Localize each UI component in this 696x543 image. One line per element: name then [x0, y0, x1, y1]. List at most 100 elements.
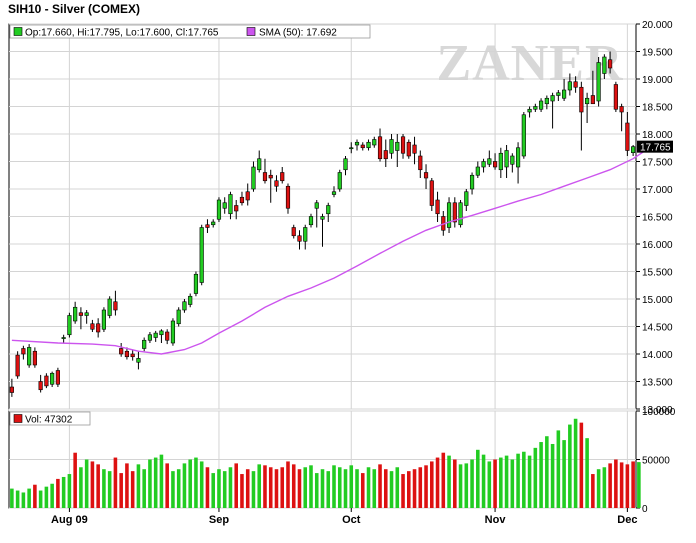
candle-body: [245, 191, 250, 201]
volume-bar-down: [234, 463, 238, 508]
price-gridlines: [9, 23, 636, 410]
candle-body: [406, 141, 411, 157]
candle-up: [602, 54, 607, 79]
candle-down: [423, 164, 429, 189]
volume-bar-up: [314, 473, 319, 508]
candle-up: [510, 153, 515, 173]
candle-body: [475, 166, 480, 176]
candle-down: [268, 169, 273, 203]
candle-body: [400, 136, 406, 154]
candle-body: [113, 301, 118, 311]
volume-panel: 100000 50000 0 Vol: 47302: [8, 407, 676, 515]
candle-body: [395, 141, 400, 151]
candle-body: [303, 227, 308, 242]
volume-bar-up: [499, 457, 503, 508]
volume-bar-up: [458, 464, 463, 508]
candle-down: [383, 139, 388, 167]
candle-body: [469, 174, 475, 190]
volume-bar-down: [608, 463, 612, 508]
candle-body: [550, 95, 555, 102]
volume-bar-down: [205, 467, 210, 508]
candle-up: [222, 197, 227, 214]
candle-up: [349, 142, 354, 154]
volume-bar-up: [171, 471, 175, 508]
candle-body: [533, 106, 538, 110]
volume-bar-up: [148, 459, 152, 508]
candle-body: [544, 97, 549, 105]
volume-bar-up: [21, 492, 26, 508]
chart-title: SIH10 - Silver (COMEX): [8, 2, 140, 16]
volume-bar-down: [280, 467, 285, 508]
candle-up: [211, 219, 216, 228]
candle-body: [320, 216, 325, 220]
price-tick-label: 18.000: [642, 130, 673, 141]
candle-body: [608, 59, 613, 69]
candle-body: [44, 375, 49, 387]
price-tick-label: 15.000: [642, 295, 673, 306]
volume-legend-swatch: [13, 414, 23, 423]
candle-up: [182, 299, 187, 313]
volume-bar-up: [188, 459, 192, 508]
candle-up: [257, 150, 262, 173]
candle-up: [527, 106, 532, 118]
candle-body: [170, 320, 176, 344]
candle-body: [515, 147, 521, 168]
candle-up: [147, 332, 153, 343]
candle-up: [107, 296, 112, 319]
candle-up: [539, 98, 544, 112]
candle-up: [73, 301, 78, 324]
candle-up: [136, 351, 141, 370]
volume-legend-text: Vol: 47302: [25, 415, 73, 426]
candle-down: [619, 103, 624, 132]
volume-bar-down: [493, 459, 497, 508]
candle-up: [61, 334, 66, 343]
candle-down: [130, 349, 135, 361]
volume-bar-up: [84, 459, 89, 508]
candle-down: [234, 200, 239, 220]
volume-bar-down: [418, 467, 423, 508]
volume-bar-up: [136, 464, 141, 508]
candle-down: [21, 345, 26, 360]
sma-50-line: [11, 150, 645, 355]
candle-body: [101, 309, 106, 330]
price-axis: 20.000 19.500 19.000 18.500 18.000 17.500 17.0…: [636, 20, 673, 416]
candle-up: [193, 271, 199, 297]
candle-body: [291, 227, 296, 237]
candle-up: [188, 293, 193, 308]
volume-bar-down: [165, 463, 169, 508]
candle-up: [320, 213, 325, 247]
candle-down: [579, 81, 584, 151]
candle-up: [533, 103, 538, 112]
volume-bar-up: [251, 471, 256, 508]
volume-bar-down: [291, 464, 296, 508]
candle-up: [314, 200, 319, 228]
candle-down: [452, 197, 457, 228]
candle-down: [124, 347, 130, 360]
volume-bar-down: [360, 473, 365, 508]
x-tick-label: Sep: [209, 514, 229, 526]
candle-up: [556, 90, 561, 101]
candle-body: [27, 347, 32, 366]
x-axis: Aug 09 Sep Oct Nov Dec: [51, 508, 637, 526]
candle-body: [297, 235, 302, 242]
candle-body: [613, 84, 618, 110]
candle-body: [314, 202, 319, 209]
volume-bar-up: [337, 467, 342, 508]
candle-body: [142, 339, 147, 349]
candle-body: [337, 172, 342, 190]
volume-bar-up: [550, 443, 555, 508]
candle-up: [331, 186, 337, 198]
volume-bar-down: [619, 462, 624, 508]
volume-bar-up: [44, 486, 49, 508]
volume-bar-up: [102, 469, 106, 508]
volume-bar-down: [125, 463, 129, 508]
candle-body: [119, 348, 124, 355]
volume-bar-up: [142, 469, 146, 508]
volume-bars: [10, 418, 641, 508]
volume-bar-down: [268, 467, 273, 508]
volume-bar-down: [56, 478, 60, 508]
candle-down: [239, 191, 245, 206]
candle-body: [251, 166, 256, 190]
candle-body: [412, 144, 417, 154]
candle-body: [596, 62, 601, 102]
